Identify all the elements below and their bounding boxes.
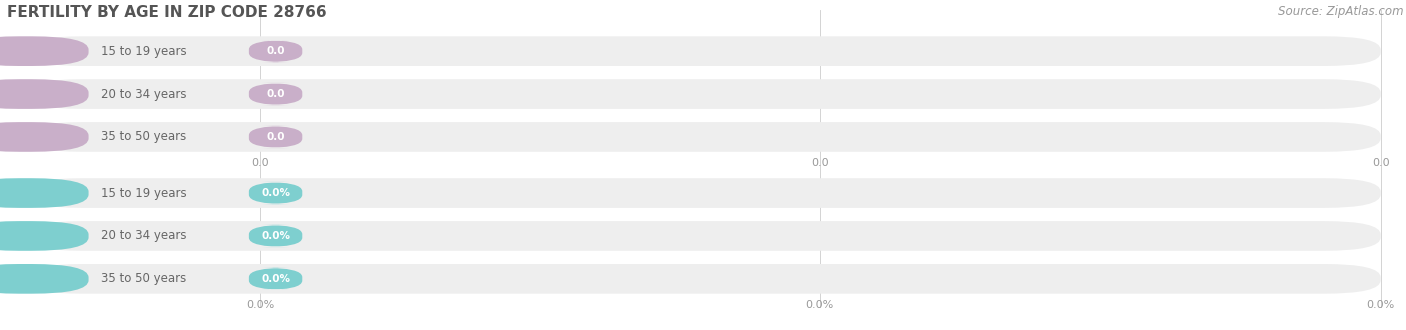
Text: 0.0%: 0.0% — [1367, 300, 1395, 310]
Text: 0.0: 0.0 — [1372, 158, 1389, 168]
Text: 0.0: 0.0 — [811, 158, 828, 168]
FancyBboxPatch shape — [249, 225, 302, 247]
FancyBboxPatch shape — [25, 36, 1381, 66]
FancyBboxPatch shape — [249, 268, 302, 290]
FancyBboxPatch shape — [25, 264, 1381, 294]
Text: 15 to 19 years: 15 to 19 years — [101, 45, 187, 58]
FancyBboxPatch shape — [0, 178, 89, 208]
FancyBboxPatch shape — [25, 79, 1381, 109]
Text: 0.0%: 0.0% — [262, 274, 290, 284]
Text: 35 to 50 years: 35 to 50 years — [101, 130, 187, 144]
Text: 0.0%: 0.0% — [262, 188, 290, 198]
Text: 35 to 50 years: 35 to 50 years — [101, 272, 187, 285]
FancyBboxPatch shape — [249, 40, 302, 62]
FancyBboxPatch shape — [249, 83, 302, 105]
FancyBboxPatch shape — [0, 264, 89, 294]
Text: 0.0: 0.0 — [252, 158, 269, 168]
FancyBboxPatch shape — [0, 36, 89, 66]
FancyBboxPatch shape — [0, 122, 89, 152]
FancyBboxPatch shape — [25, 221, 1381, 251]
FancyBboxPatch shape — [0, 79, 89, 109]
Text: 0.0: 0.0 — [266, 89, 285, 99]
Text: 0.0%: 0.0% — [246, 300, 274, 310]
FancyBboxPatch shape — [249, 182, 302, 204]
Text: 0.0%: 0.0% — [806, 300, 834, 310]
Text: 0.0: 0.0 — [266, 46, 285, 56]
FancyBboxPatch shape — [249, 126, 302, 148]
FancyBboxPatch shape — [25, 178, 1381, 208]
Text: 20 to 34 years: 20 to 34 years — [101, 87, 187, 101]
Text: 0.0%: 0.0% — [262, 231, 290, 241]
Text: 0.0: 0.0 — [266, 132, 285, 142]
FancyBboxPatch shape — [25, 122, 1381, 152]
Text: 15 to 19 years: 15 to 19 years — [101, 186, 187, 200]
Text: FERTILITY BY AGE IN ZIP CODE 28766: FERTILITY BY AGE IN ZIP CODE 28766 — [7, 5, 326, 20]
Text: Source: ZipAtlas.com: Source: ZipAtlas.com — [1278, 5, 1403, 18]
Text: 20 to 34 years: 20 to 34 years — [101, 229, 187, 243]
FancyBboxPatch shape — [0, 221, 89, 251]
